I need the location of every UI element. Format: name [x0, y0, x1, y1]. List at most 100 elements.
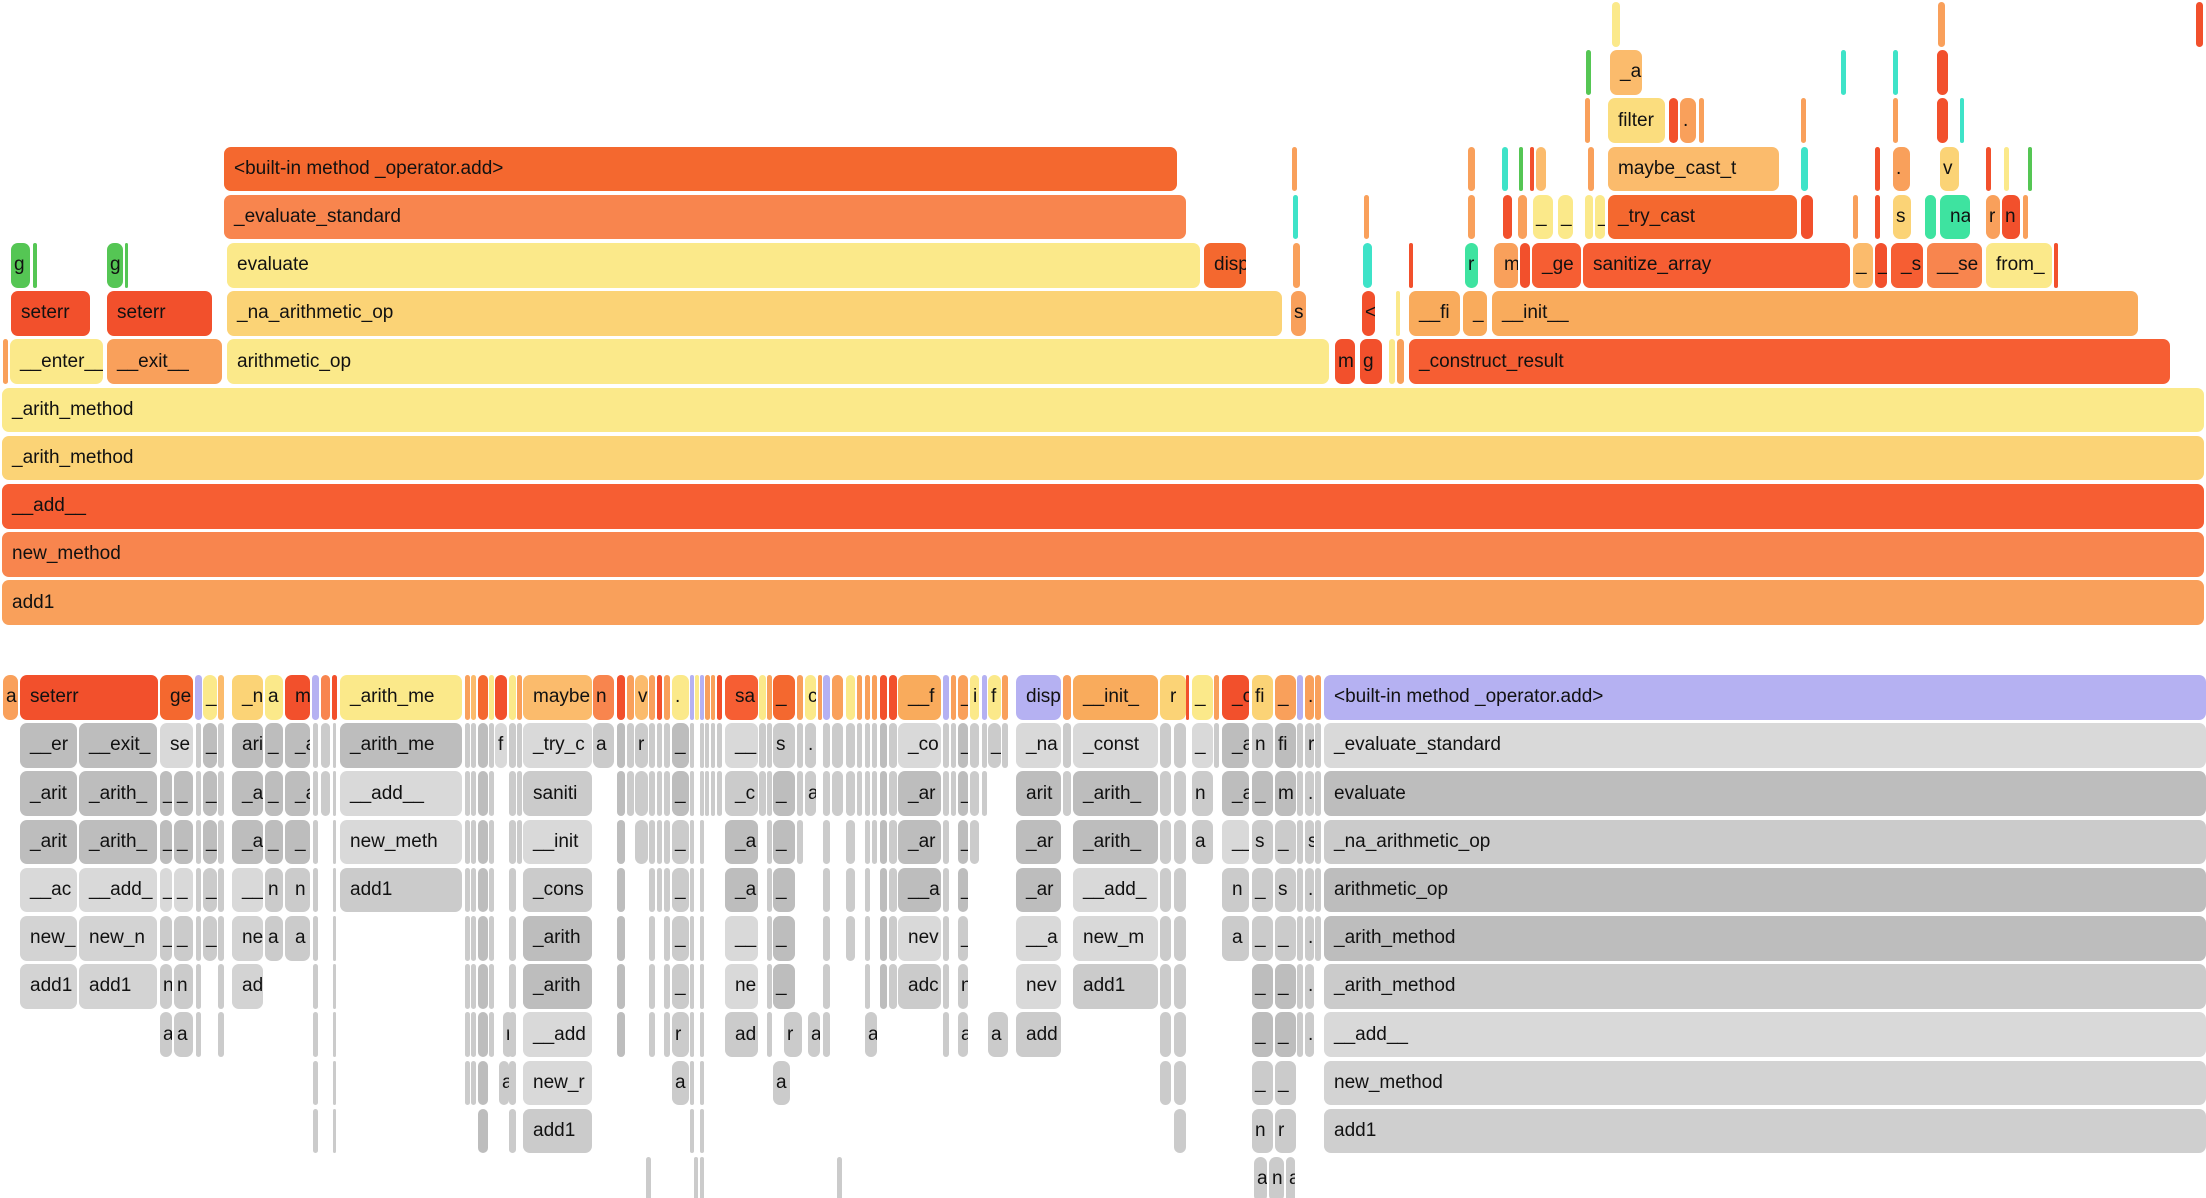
flame-frame[interactable]: [1801, 98, 1806, 143]
flame-frame[interactable]: __f: [898, 675, 941, 720]
flame-frame[interactable]: [823, 819, 830, 865]
flame-frame[interactable]: [321, 723, 330, 768]
flame-frame[interactable]: n: [1192, 771, 1213, 816]
flame-frame[interactable]: g: [107, 243, 123, 288]
flame-frame[interactable]: _: [1463, 291, 1487, 336]
flame-frame[interactable]: [1669, 98, 1678, 143]
flame-frame[interactable]: [1801, 146, 1808, 192]
flame-frame[interactable]: _: [1252, 1060, 1273, 1106]
flame-frame[interactable]: __add__: [2, 484, 2204, 529]
flame-frame[interactable]: seterr: [107, 291, 212, 336]
flame-frame[interactable]: _arit: [20, 819, 77, 865]
flame-frame[interactable]: [333, 964, 336, 1009]
flame-frame[interactable]: __: [232, 867, 263, 913]
flame-frame[interactable]: [478, 819, 488, 865]
flame-frame[interactable]: _a: [725, 867, 758, 913]
flame-frame[interactable]: s: [1291, 291, 1306, 336]
flame-frame[interactable]: _: [160, 916, 172, 961]
flame-frame[interactable]: [943, 819, 949, 865]
flame-frame[interactable]: a: [593, 723, 614, 768]
flame-frame[interactable]: [889, 819, 897, 865]
flame-frame[interactable]: _: [773, 771, 795, 816]
flame-frame[interactable]: [1875, 146, 1880, 192]
flame-frame[interactable]: [846, 916, 855, 961]
flame-frame[interactable]: a: [808, 1012, 820, 1057]
flame-frame[interactable]: a: [174, 1012, 193, 1057]
flame-frame[interactable]: a: [285, 916, 310, 961]
flame-frame[interactable]: [218, 771, 224, 816]
flame-frame[interactable]: _: [160, 867, 172, 913]
flame-frame[interactable]: [664, 1012, 670, 1057]
flame-frame[interactable]: [617, 819, 625, 865]
flame-frame[interactable]: [617, 1012, 625, 1057]
flame-frame[interactable]: [700, 916, 704, 961]
flame-frame[interactable]: seterr: [20, 675, 158, 720]
flame-frame[interactable]: [767, 723, 772, 768]
flame-frame[interactable]: [465, 819, 470, 865]
flame-frame[interactable]: _: [1252, 771, 1273, 816]
flame-frame[interactable]: ad: [232, 964, 263, 1009]
flame-frame[interactable]: [1315, 675, 1321, 720]
flame-frame[interactable]: _: [773, 867, 795, 913]
flame-frame[interactable]: [970, 771, 979, 816]
flame-frame[interactable]: [333, 771, 336, 816]
flame-frame[interactable]: n: [285, 867, 310, 913]
flame-frame[interactable]: [478, 1060, 488, 1106]
flame-frame[interactable]: [690, 1108, 694, 1154]
flame-frame[interactable]: [333, 1012, 336, 1057]
flame-frame[interactable]: [823, 771, 830, 816]
flame-frame[interactable]: [1297, 723, 1303, 768]
flame-frame[interactable]: _: [773, 916, 795, 961]
flame-frame[interactable]: v: [1940, 146, 1959, 192]
flame-frame[interactable]: [1174, 723, 1186, 768]
flame-frame[interactable]: disp: [1204, 243, 1246, 288]
flame-frame[interactable]: [2023, 194, 2028, 240]
flame-frame[interactable]: .: [672, 675, 689, 720]
flame-frame[interactable]: _: [203, 771, 217, 816]
flame-frame[interactable]: _arith_method: [1324, 916, 2206, 961]
flame-frame[interactable]: [982, 723, 987, 768]
flame-frame[interactable]: from_: [1986, 243, 2052, 288]
flame-frame[interactable]: f: [495, 723, 507, 768]
flame-frame[interactable]: [1292, 146, 1297, 192]
flame-frame[interactable]: [943, 1012, 949, 1057]
flame-frame[interactable]: [218, 916, 224, 961]
flame-frame[interactable]: [865, 916, 870, 961]
flame-frame[interactable]: ne: [725, 964, 758, 1009]
flame-frame[interactable]: [865, 675, 870, 720]
flame-frame[interactable]: [759, 675, 766, 720]
flame-frame[interactable]: _evaluate_standard: [1324, 723, 2206, 768]
flame-frame[interactable]: n: [2002, 194, 2020, 240]
flame-frame[interactable]: [1585, 98, 1590, 143]
flame-frame[interactable]: [509, 964, 516, 1009]
flame-frame[interactable]: _: [1558, 194, 1573, 240]
flame-frame[interactable]: [767, 964, 772, 1009]
flame-frame[interactable]: [857, 675, 862, 720]
flame-frame[interactable]: [823, 723, 830, 768]
flame-frame[interactable]: _ar: [898, 819, 941, 865]
flame-frame[interactable]: a: [1286, 1157, 1295, 1198]
flame-frame[interactable]: evaluate: [1324, 771, 2206, 816]
flame-frame[interactable]: add1: [79, 964, 157, 1009]
flame-frame[interactable]: [664, 723, 670, 768]
flame-frame[interactable]: [1801, 194, 1813, 240]
flame-frame[interactable]: _arith_: [1073, 819, 1158, 865]
flame-frame[interactable]: __add_: [1073, 867, 1158, 913]
flame-frame[interactable]: [333, 916, 336, 961]
flame-frame[interactable]: __fi: [1409, 291, 1460, 336]
flame-frame[interactable]: [509, 1060, 516, 1106]
flame-frame[interactable]: [489, 819, 494, 865]
flame-frame[interactable]: _ar: [898, 771, 941, 816]
flame-frame[interactable]: [465, 675, 470, 720]
flame-frame[interactable]: [664, 964, 670, 1009]
flame-frame[interactable]: [1315, 916, 1321, 961]
flame-frame[interactable]: [1160, 964, 1171, 1009]
flame-frame[interactable]: [509, 723, 516, 768]
flame-frame[interactable]: _: [988, 723, 1001, 768]
flame-frame[interactable]: [1536, 146, 1546, 192]
flame-frame[interactable]: [478, 771, 488, 816]
flame-frame[interactable]: [717, 723, 722, 768]
flame-frame[interactable]: [951, 771, 956, 816]
flame-frame[interactable]: _n: [232, 675, 263, 720]
flame-frame[interactable]: _: [1533, 194, 1553, 240]
